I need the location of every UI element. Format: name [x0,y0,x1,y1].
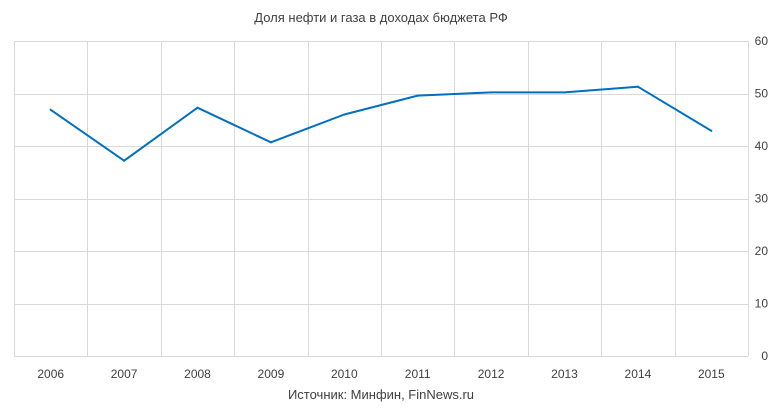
y-tick-label: 10 [755,297,769,311]
x-axis-tick-labels: 2006 2007 2008 2009 2010 2011 2012 2013 2014 2015 [37,367,725,381]
x-tick-label: 2008 [184,367,211,381]
y-tick-label: 60 [755,34,769,48]
data-point [563,91,566,94]
y-tick-label: 20 [755,244,769,258]
data-point [416,94,419,97]
x-tick-label: 2009 [258,367,285,381]
y-axis-tick-labels: 0 10 20 30 40 50 60 [755,34,769,363]
x-tick-label: 2014 [625,367,652,381]
x-tick-label: 2011 [405,367,431,381]
y-tick-label: 50 [755,87,769,101]
x-tick-label: 2006 [37,367,64,381]
horizontal-gridlines [14,41,748,357]
x-tick-label: 2010 [331,367,358,381]
chart-title: Доля нефти и газа в доходах бюджета РФ [254,10,508,25]
series-layer [49,85,713,162]
y-tick-label: 30 [755,192,769,206]
x-tick-label: 2015 [698,367,725,381]
data-point [196,106,199,109]
series-line [49,85,713,162]
x-tick-label: 2012 [478,367,505,381]
y-tick-label: 0 [761,349,768,363]
data-point [490,91,493,94]
source-note: Источник: Минфин, FinNews.ru [288,387,474,402]
x-tick-label: 2013 [551,367,578,381]
data-point [343,113,346,116]
x-tick-label: 2007 [111,367,138,381]
data-point [636,85,639,88]
data-point [710,129,713,132]
y-tick-label: 40 [755,139,769,153]
data-point [49,108,52,111]
data-point [269,141,272,144]
data-point [123,159,126,162]
